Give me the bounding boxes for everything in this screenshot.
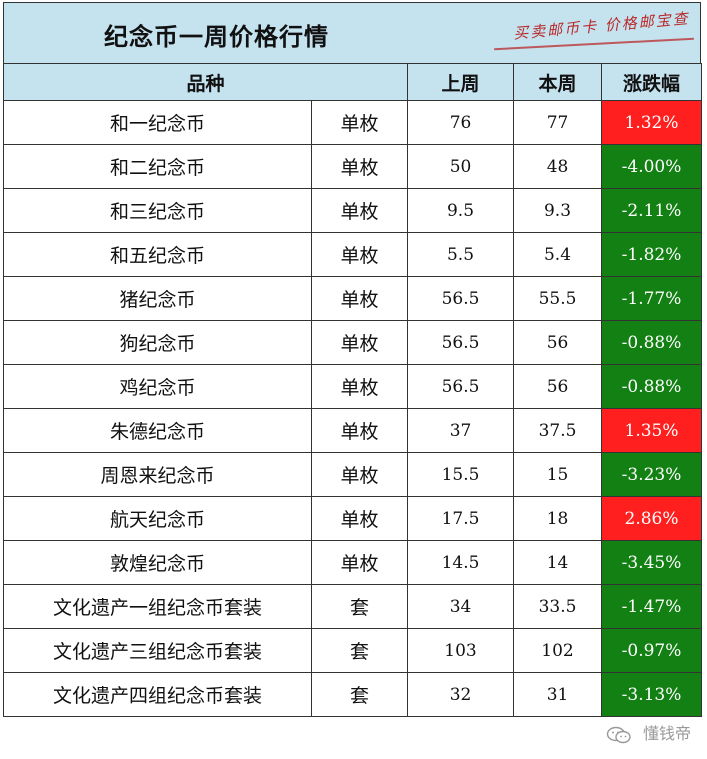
price-table-container: 纪念币一周价格行情 买卖邮币卡 价格邮宝查 品种 上周 本周 涨跌幅 和一纪念币… [2, 2, 703, 717]
last-week-price-cell: 103 [407, 628, 515, 673]
header-change: 涨跌幅 [601, 63, 703, 101]
change-cell: -0.88% [601, 320, 703, 365]
unit-cell: 套 [310, 628, 409, 673]
coin-name-cell: 敦煌纪念币 [3, 540, 312, 585]
change-cell: -0.88% [601, 364, 703, 409]
last-week-price-cell: 14.5 [407, 540, 515, 585]
coin-name-cell: 文化遗产四组纪念币套装 [3, 672, 312, 717]
coin-name-cell: 航天纪念币 [3, 496, 312, 541]
last-week-price-cell: 9.5 [407, 188, 515, 233]
coin-name-cell: 和五纪念币 [3, 232, 312, 277]
change-cell: -1.82% [601, 232, 703, 277]
change-cell: -1.77% [601, 276, 703, 321]
unit-cell: 单枚 [310, 100, 409, 145]
this-week-price-cell: 55.5 [513, 276, 603, 321]
header-last-week: 上周 [407, 63, 515, 101]
this-week-price-cell: 14 [513, 540, 603, 585]
change-cell: 1.35% [601, 408, 703, 453]
last-week-price-cell: 37 [407, 408, 515, 453]
unit-cell: 单枚 [310, 452, 409, 497]
table-row: 狗纪念币 单枚 56.5 56 -0.88% [3, 320, 703, 365]
table-body: 和一纪念币 单枚 76 77 1.32% 和二纪念币 单枚 50 48 -4.00% 和三纪念币 单枚… [3, 100, 703, 717]
stamp-text: 买卖邮币卡 价格邮宝查 [512, 9, 691, 43]
this-week-price-cell: 37.5 [513, 408, 603, 453]
last-week-price-cell: 56.5 [407, 320, 515, 365]
this-week-price-cell: 15 [513, 452, 603, 497]
table-row: 和一纪念币 单枚 76 77 1.32% [3, 100, 703, 145]
change-cell: -3.45% [601, 540, 703, 585]
unit-cell: 单枚 [310, 232, 409, 277]
last-week-price-cell: 56.5 [407, 276, 515, 321]
this-week-price-cell: 18 [513, 496, 603, 541]
coin-name-cell: 和一纪念币 [3, 100, 312, 145]
change-cell: 2.86% [601, 496, 703, 541]
change-cell: -2.11% [601, 188, 703, 233]
table-row: 文化遗产一组纪念币套装套 34 33.5 -1.47% [3, 584, 703, 629]
change-cell: -0.97% [601, 628, 703, 673]
last-week-price-cell: 32 [407, 672, 515, 717]
header-this-week: 本周 [513, 63, 603, 101]
coin-name-cell: 和二纪念币 [3, 144, 312, 189]
coin-name-cell: 周恩来纪念币 [3, 452, 312, 497]
change-cell: -4.00% [601, 144, 703, 189]
table-row: 周恩来纪念币 单枚 15.5 15 -3.23% [3, 452, 703, 497]
unit-cell: 单枚 [310, 496, 409, 541]
last-week-price-cell: 76 [407, 100, 515, 145]
change-cell: -3.23% [601, 452, 703, 497]
table-header-row: 品种 上周 本周 涨跌幅 [2, 63, 703, 101]
table-row: 文化遗产四组纪念币套装套 32 31 -3.13% [3, 672, 703, 717]
coin-name-cell: 猪纪念币 [3, 276, 312, 321]
change-cell: -3.13% [601, 672, 703, 717]
last-week-price-cell: 15.5 [407, 452, 515, 497]
table-row: 鸡纪念币 单枚 56.5 56 -0.88% [3, 364, 703, 409]
last-week-price-cell: 5.5 [407, 232, 515, 277]
unit-cell: 单枚 [310, 364, 409, 409]
this-week-price-cell: 102 [513, 628, 603, 673]
unit-cell: 套 [310, 584, 409, 629]
this-week-price-cell: 56 [513, 320, 603, 365]
watermark-text: 懂钱帝 [642, 724, 691, 743]
table-row: 敦煌纪念币 单枚 14.5 14 -3.45% [3, 540, 703, 585]
title-bar: 纪念币一周价格行情 买卖邮币卡 价格邮宝查 [3, 2, 701, 63]
coin-name-cell: 文化遗产一组纪念币套装 [3, 584, 312, 629]
coin-name-cell: 狗纪念币 [3, 320, 312, 365]
last-week-price-cell: 56.5 [407, 364, 515, 409]
change-cell: -1.47% [601, 584, 703, 629]
table-row: 文化遗产三组纪念币套装套 103 102 -0.97% [3, 628, 703, 673]
table-row: 和五纪念币 单枚 5.5 5.4 -1.82% [3, 232, 703, 277]
table-row: 航天纪念币 单枚 17.5 18 2.86% [3, 496, 703, 541]
this-week-price-cell: 9.3 [513, 188, 603, 233]
this-week-price-cell: 56 [513, 364, 603, 409]
this-week-price-cell: 77 [513, 100, 603, 145]
coin-name-cell: 朱德纪念币 [3, 408, 312, 453]
page-title: 纪念币一周价格行情 [104, 23, 329, 51]
unit-cell: 单枚 [310, 188, 409, 233]
watermark: 懂钱帝 [606, 720, 691, 744]
this-week-price-cell: 5.4 [513, 232, 603, 277]
this-week-price-cell: 31 [513, 672, 603, 717]
unit-cell: 单枚 [310, 276, 409, 321]
header-variety: 品种 [2, 63, 409, 101]
price-table: 品种 上周 本周 涨跌幅 和一纪念币 单枚 76 77 1.32% 和二纪念币 单枚 50 48… [2, 63, 703, 717]
table-row: 猪纪念币 单枚 56.5 55.5 -1.77% [3, 276, 703, 321]
last-week-price-cell: 17.5 [407, 496, 515, 541]
unit-cell: 单枚 [310, 144, 409, 189]
unit-cell: 套 [310, 672, 409, 717]
this-week-price-cell: 48 [513, 144, 603, 189]
unit-cell: 单枚 [310, 408, 409, 453]
last-week-price-cell: 50 [407, 144, 515, 189]
coin-name-cell: 文化遗产三组纪念币套装 [3, 628, 312, 673]
table-row: 朱德纪念币 单枚 37 37.5 1.35% [3, 408, 703, 453]
table-row: 和三纪念币 单枚 9.5 9.3 -2.11% [3, 188, 703, 233]
last-week-price-cell: 34 [407, 584, 515, 629]
change-cell: 1.32% [601, 100, 703, 145]
unit-cell: 单枚 [310, 540, 409, 585]
coin-name-cell: 和三纪念币 [3, 188, 312, 233]
table-row: 和二纪念币 单枚 50 48 -4.00% [3, 144, 703, 189]
coin-name-cell: 鸡纪念币 [3, 364, 312, 409]
this-week-price-cell: 33.5 [513, 584, 603, 629]
wechat-icon [606, 726, 631, 743]
unit-cell: 单枚 [310, 320, 409, 365]
